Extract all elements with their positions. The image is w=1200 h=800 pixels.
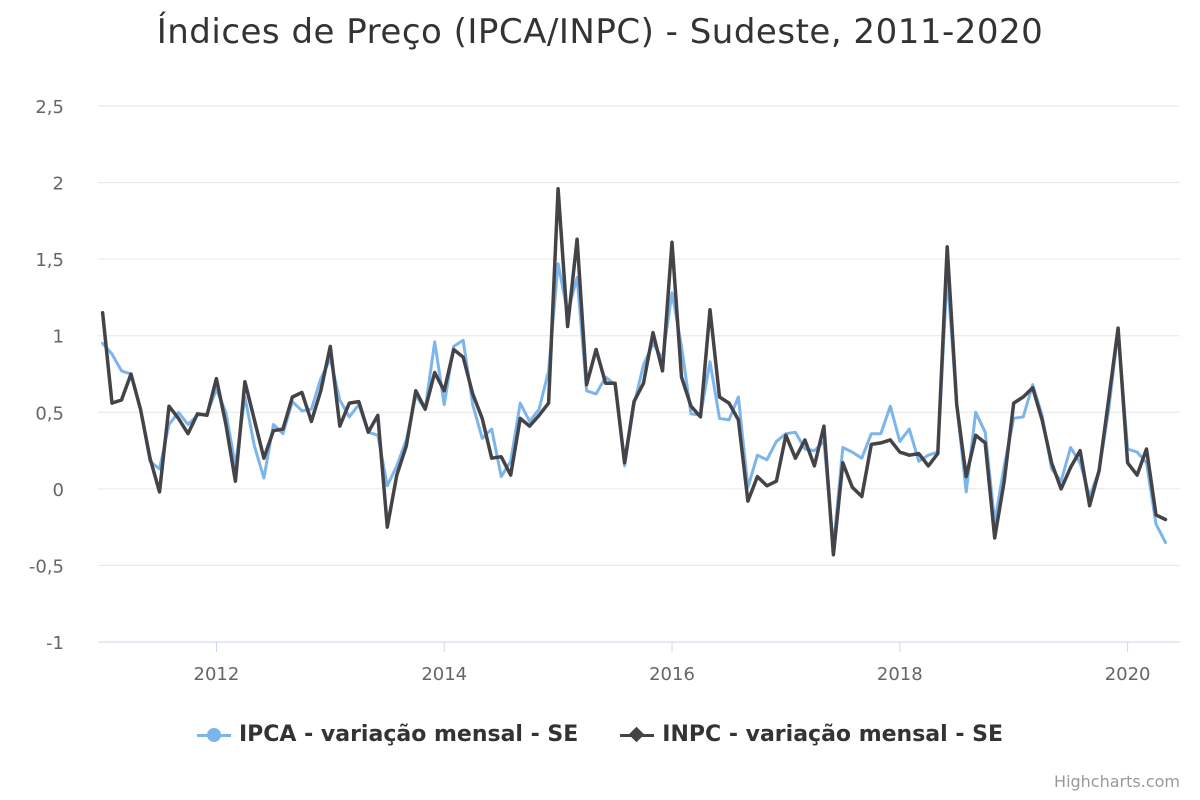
- y-tick-label: -0,5: [29, 556, 64, 577]
- x-tick-label: 2016: [649, 664, 695, 685]
- y-tick-label: 0: [53, 480, 64, 501]
- legend-item-ipca[interactable]: IPCA - variação mensal - SE: [196, 722, 579, 747]
- chart-title: Índices de Preço (IPCA/INPC) - Sudeste, …: [156, 12, 1044, 52]
- credits-link[interactable]: Highcharts.com: [1054, 772, 1180, 791]
- y-tick-label: -1: [46, 633, 64, 654]
- legend: IPCA - variação mensal - SE INPC - varia…: [0, 722, 1200, 747]
- y-tick-label: 2: [53, 174, 64, 195]
- legend-item-inpc[interactable]: INPC - variação mensal - SE: [620, 722, 1003, 747]
- y-axis: -1 -0,5 0 0,5 1 1,5 2 2,5: [29, 97, 64, 654]
- legend-ipca-symbol-icon: [196, 726, 231, 744]
- y-tick-label: 1: [53, 327, 64, 348]
- x-tick-label: 2020: [1105, 664, 1151, 685]
- series-layer: [100, 186, 1168, 557]
- legend-inpc-label: INPC - variação mensal - SE: [662, 722, 1004, 747]
- legend-inpc-symbol-icon: [620, 726, 655, 744]
- y-tick-label: 1,5: [35, 250, 64, 271]
- x-axis: 2012 2014 2016 2018 2020: [98, 641, 1180, 685]
- y-tick-label: 2,5: [35, 97, 64, 118]
- legend-ipca-label: IPCA - variação mensal - SE: [238, 722, 579, 747]
- gridlines: [98, 105, 1180, 566]
- series-line-inpc[interactable]: [100, 186, 1168, 557]
- x-tick-label: 2012: [194, 664, 240, 685]
- x-tick-label: 2018: [877, 664, 923, 685]
- y-tick-label: 0,5: [35, 403, 64, 424]
- x-tick-label: 2014: [421, 664, 467, 685]
